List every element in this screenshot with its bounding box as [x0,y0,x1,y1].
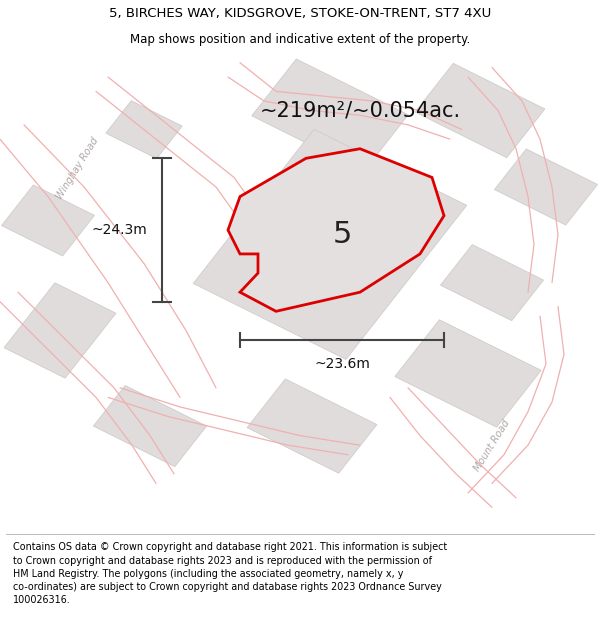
Polygon shape [395,320,541,428]
Polygon shape [247,379,377,473]
Polygon shape [106,101,182,159]
Polygon shape [415,63,545,158]
Text: ~219m²/~0.054ac.: ~219m²/~0.054ac. [259,101,461,121]
Polygon shape [193,129,467,359]
Text: ~24.3m: ~24.3m [91,223,147,237]
Polygon shape [94,386,206,467]
Text: Map shows position and indicative extent of the property.: Map shows position and indicative extent… [130,33,470,46]
Text: Contains OS data © Crown copyright and database right 2021. This information is : Contains OS data © Crown copyright and d… [13,542,448,605]
Polygon shape [2,185,94,256]
Text: 5: 5 [332,220,352,249]
Polygon shape [4,282,116,378]
Polygon shape [494,149,598,225]
Polygon shape [252,59,408,171]
Text: Winghay Road: Winghay Road [55,135,101,201]
Text: Mount Road: Mount Road [472,418,512,472]
Text: ~23.6m: ~23.6m [314,357,370,371]
Text: 5, BIRCHES WAY, KIDSGROVE, STOKE-ON-TRENT, ST7 4XU: 5, BIRCHES WAY, KIDSGROVE, STOKE-ON-TREN… [109,7,491,20]
Polygon shape [440,244,544,321]
Polygon shape [228,149,444,311]
